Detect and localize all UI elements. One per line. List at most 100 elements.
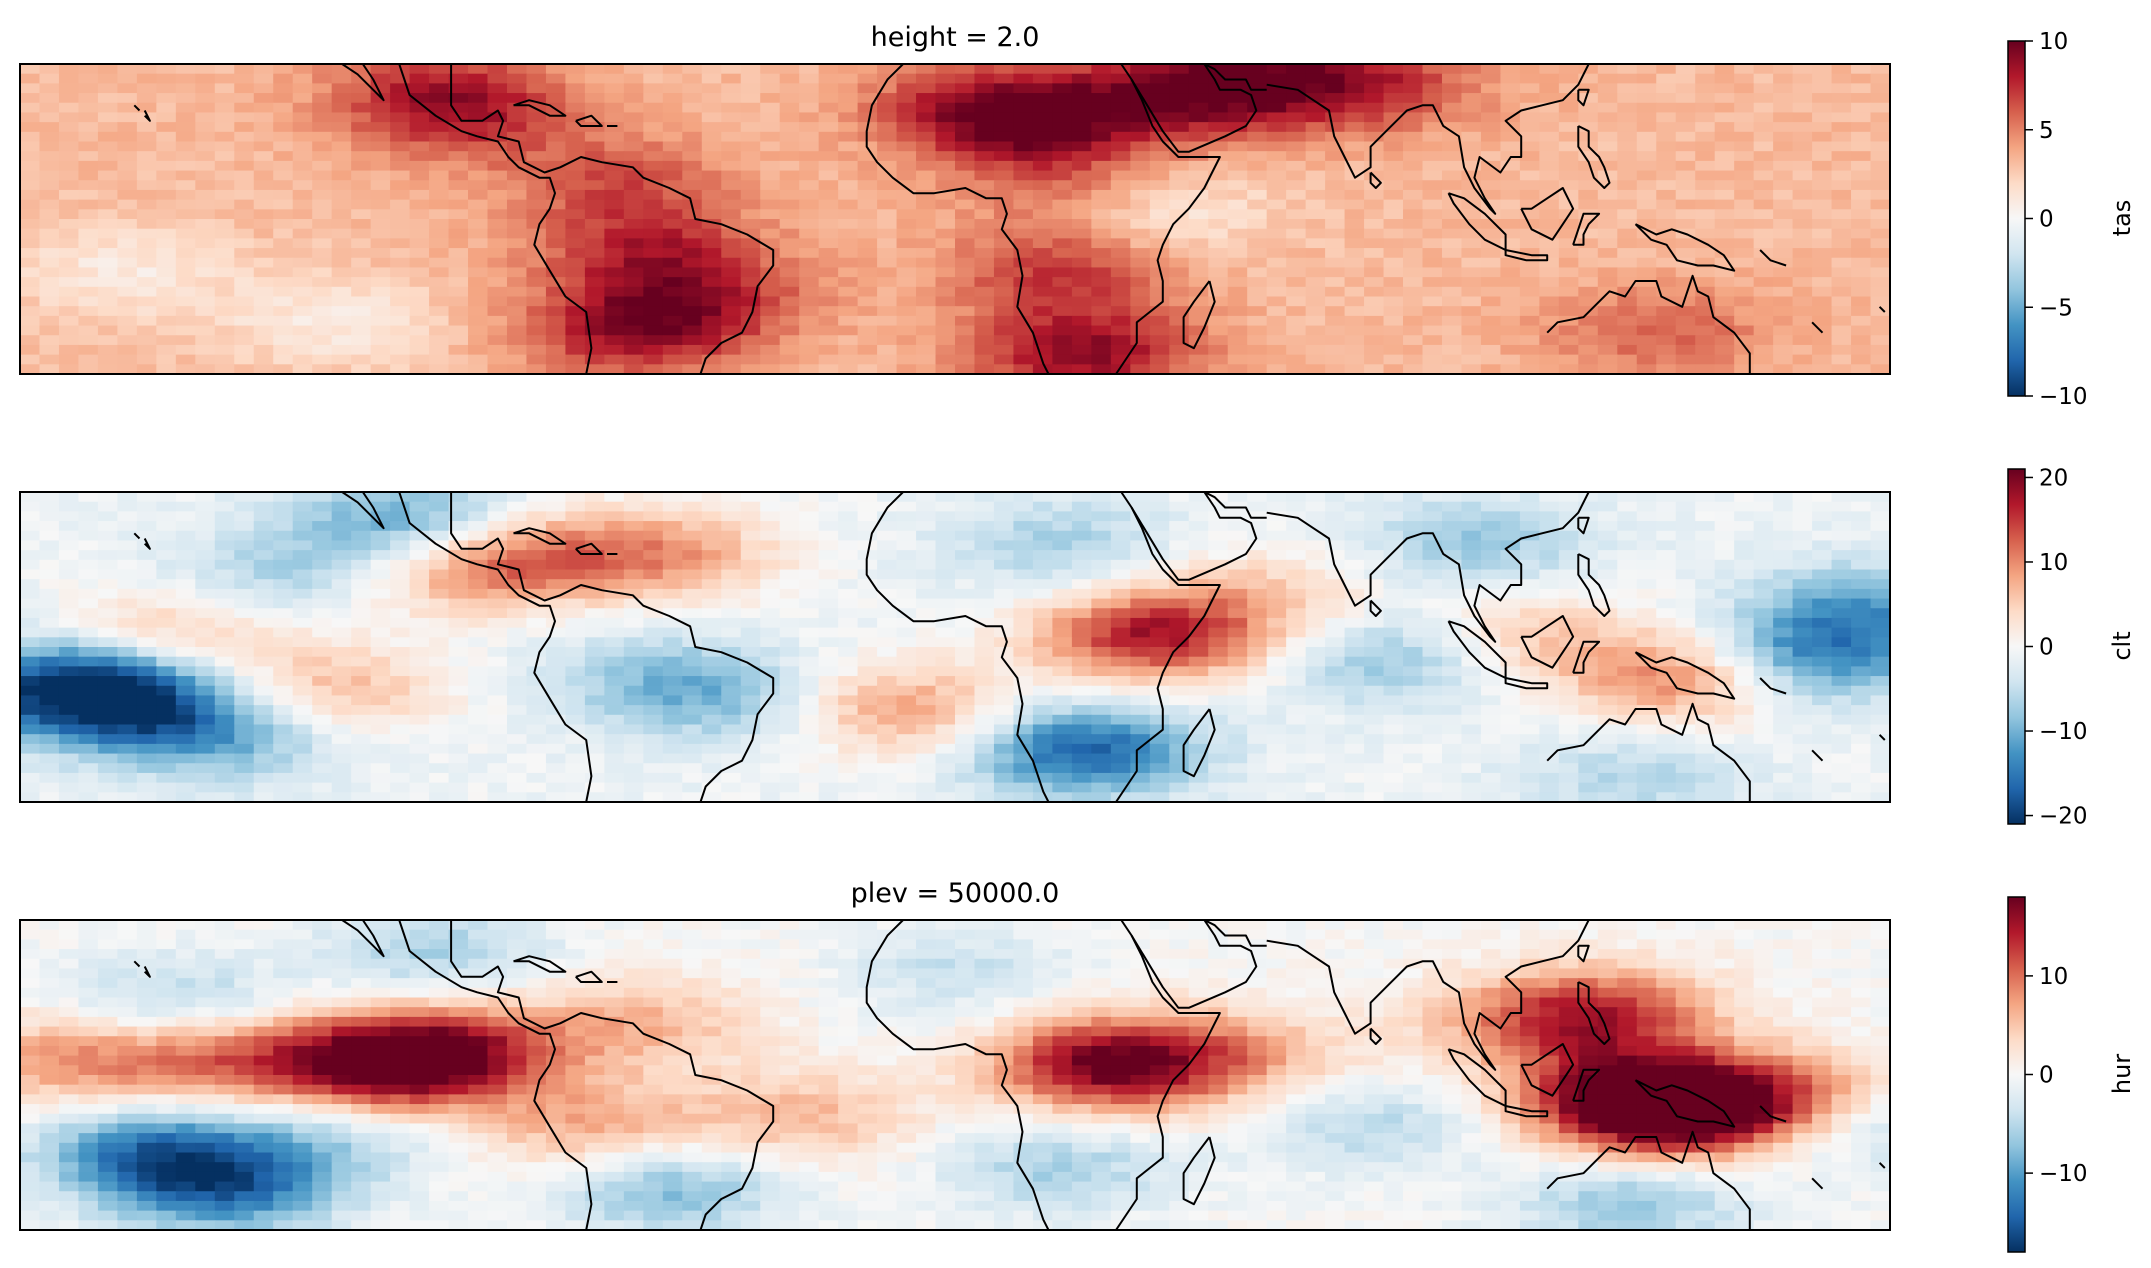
- heatmap-cell: [1714, 315, 1735, 327]
- heatmap-cell: [877, 364, 898, 374]
- heatmap-cell: [1831, 511, 1852, 522]
- heatmap-cell: [877, 637, 898, 648]
- heatmap-cell: [760, 647, 781, 658]
- heatmap-cell: [1831, 83, 1852, 94]
- heatmap-cell: [1364, 617, 1385, 629]
- heatmap-cell: [1286, 296, 1307, 307]
- heatmap-cell: [1734, 73, 1755, 84]
- heatmap-cell: [390, 579, 411, 590]
- heatmap-cell: [545, 588, 567, 600]
- heatmap-cell: [409, 141, 430, 152]
- heatmap-cell: [974, 93, 995, 104]
- heatmap-cell: [877, 296, 898, 307]
- heatmap-cell: [1617, 511, 1638, 522]
- heatmap-cell: [195, 647, 216, 658]
- heatmap-cell: [1169, 257, 1190, 269]
- heatmap-cell: [1558, 588, 1579, 600]
- heatmap-cell: [1480, 93, 1502, 104]
- heatmap-cell: [117, 199, 138, 210]
- heatmap-cell: [1325, 492, 1346, 503]
- heatmap-cell: [1753, 277, 1774, 288]
- heatmap-cell: [682, 325, 703, 336]
- heatmap-cell: [877, 257, 898, 269]
- heatmap-cell: [993, 257, 1015, 269]
- heatmap-cell: [156, 325, 177, 336]
- heatmap-cell: [1480, 492, 1502, 503]
- heatmap-cell: [506, 73, 528, 84]
- heatmap-cell: [409, 257, 430, 269]
- heatmap-cell: [1266, 656, 1287, 667]
- heatmap-cell: [993, 364, 1015, 374]
- heatmap-cell: [58, 238, 80, 249]
- heatmap-cell: [740, 344, 761, 356]
- heatmap-cell: [117, 209, 138, 220]
- heatmap-cell: [1558, 180, 1579, 191]
- heatmap-cell: [1734, 64, 1755, 75]
- heatmap-cell: [1753, 608, 1774, 619]
- heatmap-cell: [662, 521, 683, 532]
- heatmap-cell: [1812, 73, 1833, 84]
- heatmap-cell: [623, 131, 644, 143]
- heatmap-cell: [740, 550, 761, 561]
- heatmap-cell: [1032, 257, 1053, 269]
- heatmap-cell: [1792, 180, 1813, 191]
- heatmap-cell: [468, 521, 489, 532]
- heatmap-cell: [78, 83, 99, 94]
- heatmap-cell: [1208, 267, 1229, 278]
- heatmap-cell: [1130, 530, 1151, 542]
- heatmap-cell: [1851, 83, 1872, 94]
- heatmap-cell: [1130, 141, 1151, 152]
- heatmap-cell: [682, 73, 703, 84]
- heatmap-cell: [1461, 315, 1482, 327]
- heatmap-cell: [1831, 122, 1852, 133]
- heatmap-cell: [1169, 306, 1190, 317]
- heatmap-cell: [97, 364, 118, 374]
- heatmap-cell: [877, 521, 898, 532]
- heatmap-cell: [974, 277, 995, 288]
- heatmap-cell: [1188, 521, 1209, 532]
- heatmap-cell: [993, 151, 1015, 162]
- heatmap-cell: [117, 364, 138, 374]
- heatmap-cell: [312, 64, 333, 75]
- heatmap-cell: [1247, 306, 1268, 317]
- heatmap-cell: [312, 550, 333, 561]
- heatmap-cell: [974, 501, 995, 512]
- heatmap-cell: [253, 325, 274, 336]
- heatmap-cell: [234, 257, 255, 269]
- heatmap-cell: [1325, 199, 1346, 210]
- heatmap-cell: [896, 530, 917, 542]
- heatmap-cell: [1286, 112, 1307, 123]
- heatmap-cell: [58, 219, 80, 230]
- heatmap-cell: [312, 238, 333, 249]
- heatmap-cell: [1188, 199, 1209, 210]
- heatmap-cell: [448, 73, 469, 84]
- heatmap-cell: [1480, 637, 1502, 648]
- heatmap-cell: [429, 647, 450, 658]
- heatmap-cell: [1695, 122, 1716, 133]
- heatmap-cell: [857, 315, 878, 327]
- heatmap-cell: [584, 151, 605, 162]
- heatmap-cell: [1130, 277, 1151, 288]
- heatmap-cell: [351, 354, 372, 365]
- heatmap-cell: [1286, 141, 1307, 152]
- heatmap-cell: [1695, 199, 1716, 210]
- heatmap-cell: [1130, 540, 1151, 551]
- heatmap-cell: [877, 315, 898, 327]
- heatmap-cell: [1461, 209, 1482, 220]
- heatmap-cell: [1247, 335, 1268, 346]
- heatmap-cell: [1441, 296, 1463, 307]
- heatmap-cell: [1013, 93, 1034, 104]
- heatmap-cell: [1773, 277, 1794, 288]
- heatmap-cell: [643, 540, 664, 551]
- heatmap-cell: [682, 540, 703, 551]
- heatmap-cell: [1052, 598, 1073, 609]
- heatmap-cell: [1208, 209, 1229, 220]
- heatmap-cell: [1675, 637, 1696, 648]
- heatmap-cell: [1597, 492, 1618, 503]
- heatmap-cell: [1851, 102, 1872, 114]
- heatmap-cell: [857, 189, 878, 201]
- heatmap-cell: [1013, 627, 1034, 638]
- heatmap-cell: [916, 83, 937, 94]
- heatmap-cell: [838, 492, 859, 503]
- heatmap-cell: [292, 180, 313, 191]
